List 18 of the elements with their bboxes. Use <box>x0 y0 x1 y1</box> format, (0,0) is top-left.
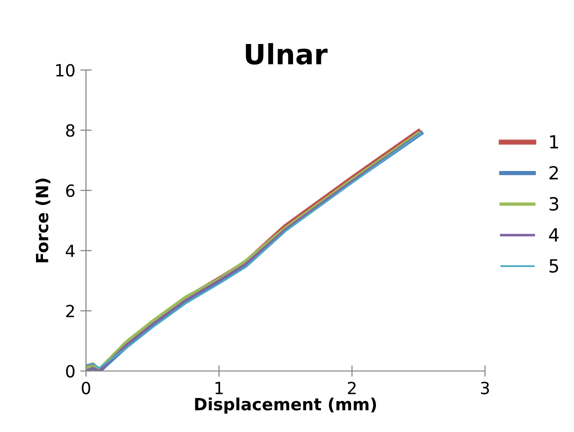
y-tick-label: 4 <box>66 244 75 257</box>
legend-label: 2 <box>550 166 558 180</box>
chart-title: Ulnar <box>246 43 328 65</box>
y-tick-label: 10 <box>56 64 74 77</box>
x-axis-title: Displacement (mm) <box>195 398 376 414</box>
legend-label: 4 <box>549 228 559 242</box>
y-tick-label: 0 <box>66 364 74 378</box>
y-tick-label: 8 <box>66 124 74 137</box>
legend-label: 3 <box>550 197 558 211</box>
y-tick-label: 2 <box>66 304 74 318</box>
x-tick-label: 1 <box>216 382 223 394</box>
y-tick-label: 6 <box>66 184 75 197</box>
y-axis-title: Force (N) <box>35 178 50 262</box>
legend-label: 5 <box>550 259 558 273</box>
x-tick-label: 2 <box>348 382 356 394</box>
x-tick-label: 3 <box>480 382 489 394</box>
x-tick-label: 0 <box>82 382 90 394</box>
legend-label: 1 <box>550 135 558 148</box>
